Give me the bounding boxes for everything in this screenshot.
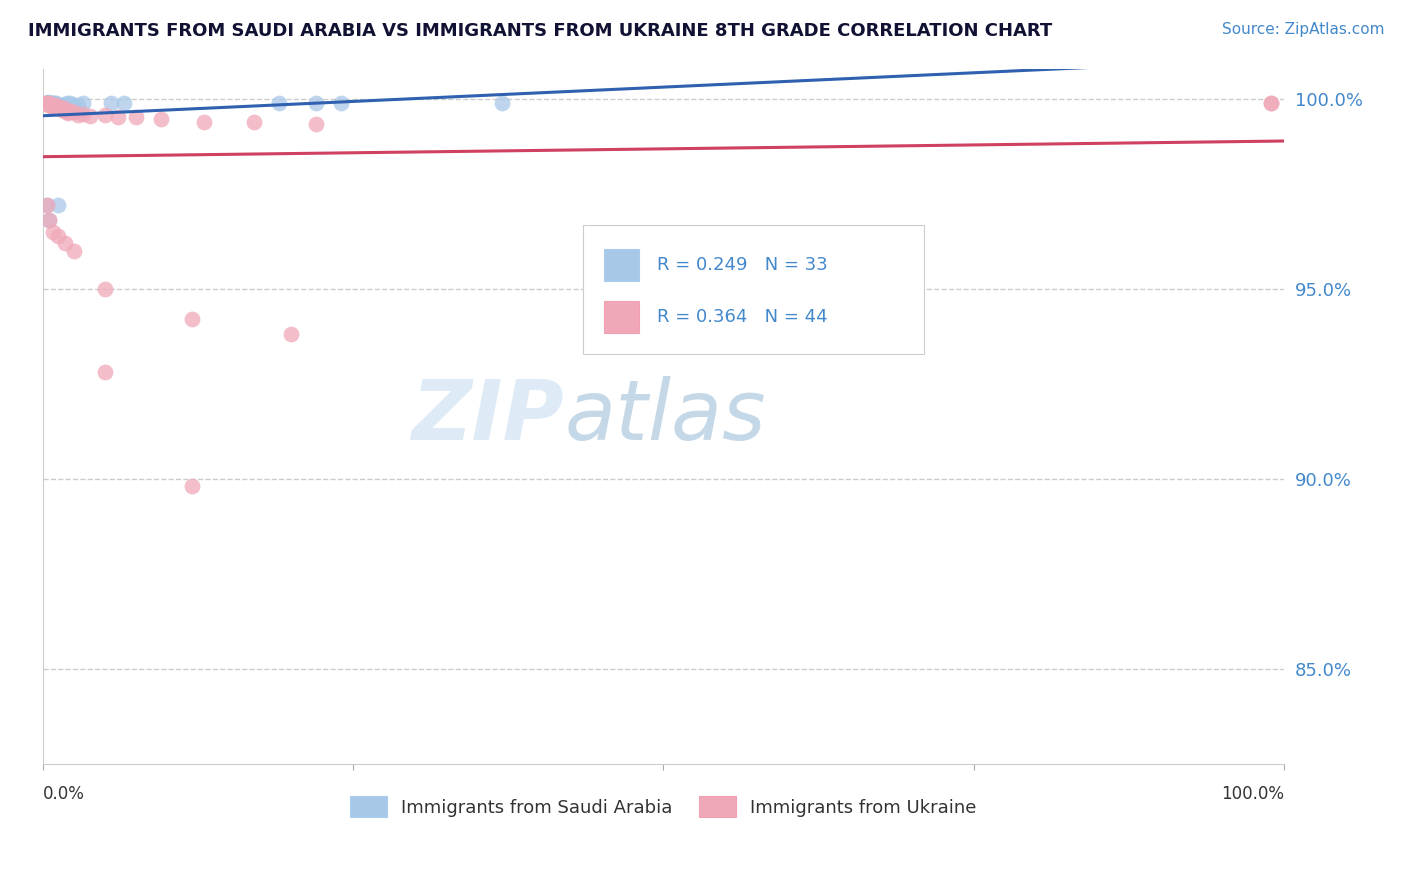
Point <box>46 102 69 116</box>
Point <box>243 115 266 129</box>
Point <box>38 95 60 110</box>
FancyBboxPatch shape <box>583 225 924 353</box>
Point <box>44 99 66 113</box>
Point <box>55 236 77 251</box>
Point <box>48 97 70 112</box>
Point <box>44 97 66 112</box>
Point <box>44 96 66 111</box>
Point <box>193 114 215 128</box>
Point <box>56 97 79 112</box>
Point <box>94 108 117 122</box>
Text: R = 0.364   N = 44: R = 0.364 N = 44 <box>657 309 828 326</box>
Point <box>63 244 86 258</box>
Point <box>59 104 82 119</box>
Text: atlas: atlas <box>564 376 766 457</box>
Text: 100.0%: 100.0% <box>1220 785 1284 803</box>
Point <box>329 95 352 110</box>
Point <box>53 102 76 116</box>
Point <box>42 99 65 113</box>
Point <box>44 97 66 112</box>
Point <box>267 95 290 110</box>
Bar <box>605 249 638 281</box>
Point <box>37 97 59 112</box>
Point <box>45 97 67 112</box>
Point <box>72 107 94 121</box>
Point <box>181 479 204 493</box>
Point <box>34 95 56 110</box>
Point <box>94 366 117 380</box>
Point <box>491 95 513 110</box>
Point <box>66 108 89 122</box>
Point <box>51 97 73 112</box>
Point <box>42 97 65 112</box>
Point <box>42 225 65 239</box>
Point <box>149 112 172 126</box>
Point <box>35 198 58 212</box>
Point <box>34 95 56 110</box>
Point <box>41 99 63 113</box>
Point <box>305 117 328 131</box>
Legend: Immigrants from Saudi Arabia, Immigrants from Ukraine: Immigrants from Saudi Arabia, Immigrants… <box>343 789 984 824</box>
Point <box>39 97 62 112</box>
Point <box>37 95 59 109</box>
Point <box>63 97 86 112</box>
Point <box>46 198 69 212</box>
Point <box>38 96 60 111</box>
Point <box>63 105 86 120</box>
Point <box>52 99 75 113</box>
Point <box>181 312 204 326</box>
Point <box>52 103 75 118</box>
Point <box>1260 95 1282 110</box>
Point <box>125 110 148 124</box>
Point <box>55 96 77 111</box>
Point <box>39 96 62 111</box>
Point <box>53 97 76 112</box>
Point <box>38 213 60 227</box>
Point <box>55 105 77 120</box>
Text: ZIP: ZIP <box>412 376 564 457</box>
Point <box>46 228 69 243</box>
Point <box>94 282 117 296</box>
Point <box>56 106 79 120</box>
Point <box>79 109 101 123</box>
Point <box>55 104 77 119</box>
Point <box>49 99 72 113</box>
Point <box>41 95 63 110</box>
Point <box>112 95 135 110</box>
Point <box>72 96 94 111</box>
Point <box>280 327 302 342</box>
Point <box>107 110 129 124</box>
Point <box>38 213 60 227</box>
Point <box>66 97 89 112</box>
Point <box>305 95 328 110</box>
Point <box>49 102 72 116</box>
Text: IMMIGRANTS FROM SAUDI ARABIA VS IMMIGRANTS FROM UKRAINE 8TH GRADE CORRELATION CH: IMMIGRANTS FROM SAUDI ARABIA VS IMMIGRAN… <box>28 22 1052 40</box>
Point <box>55 97 77 112</box>
Point <box>45 99 67 113</box>
Bar <box>605 301 638 333</box>
Point <box>35 198 58 212</box>
Point <box>41 96 63 111</box>
Point <box>35 95 58 110</box>
Text: R = 0.249   N = 33: R = 0.249 N = 33 <box>657 256 828 274</box>
Text: Source: ZipAtlas.com: Source: ZipAtlas.com <box>1222 22 1385 37</box>
Point <box>100 96 122 111</box>
Point <box>46 99 69 113</box>
Point <box>51 103 73 117</box>
Point <box>59 96 82 111</box>
Point <box>48 100 70 114</box>
Point <box>44 96 66 111</box>
Point <box>35 96 58 111</box>
Point <box>1260 95 1282 110</box>
Text: 0.0%: 0.0% <box>44 785 84 803</box>
